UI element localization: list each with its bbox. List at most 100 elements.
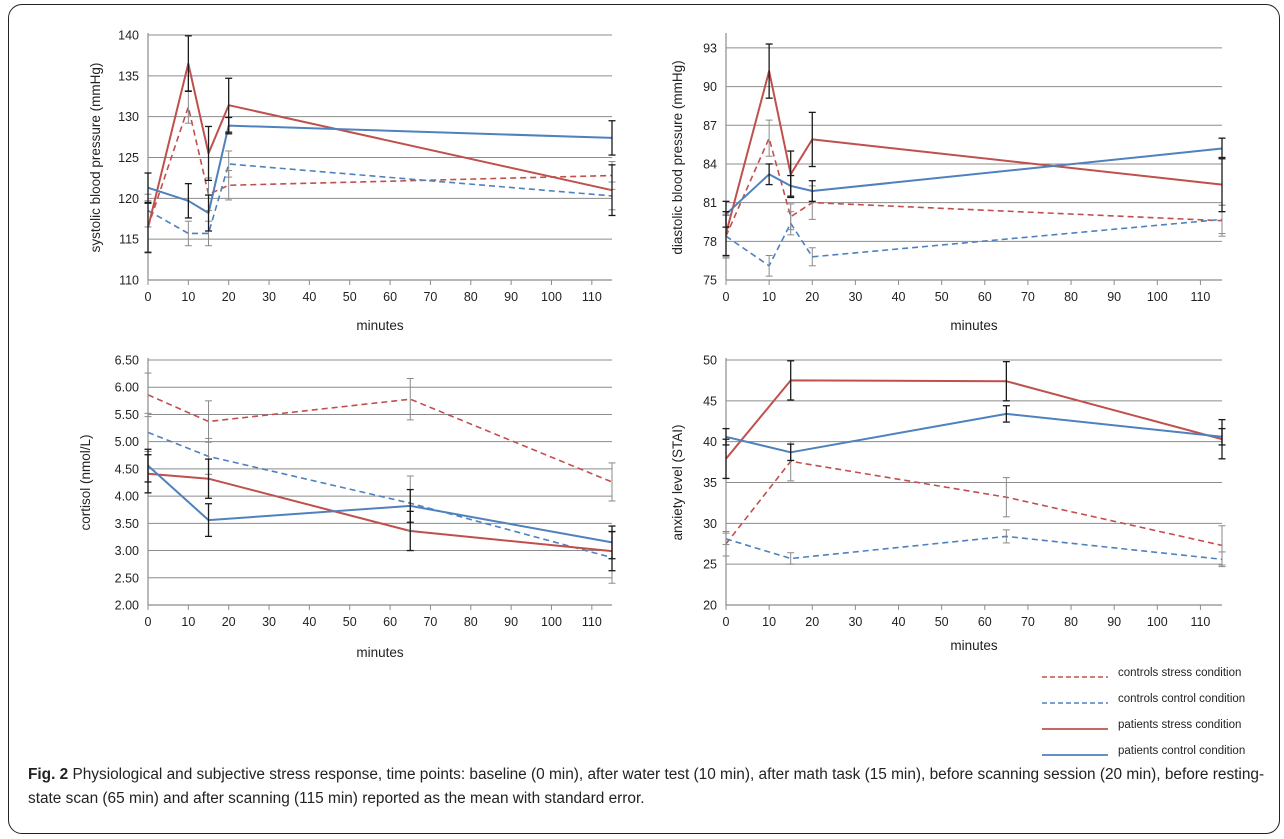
series-line xyxy=(725,70,1223,234)
x-tick-label: 60 xyxy=(383,615,397,629)
x-tick-label: 70 xyxy=(1021,290,1035,304)
caption-label: Fig. 2 xyxy=(28,766,69,783)
y-axis-title: diastolic blood pressure (mmHg) xyxy=(670,60,685,254)
x-tick-label: 110 xyxy=(1190,290,1210,304)
series-line xyxy=(725,379,1223,460)
x-tick-label: 20 xyxy=(805,290,819,304)
series-line xyxy=(725,412,1223,454)
y-tick-label: 84 xyxy=(703,157,717,171)
x-tick-label: 40 xyxy=(892,290,906,304)
x-tick-label: 10 xyxy=(762,290,776,304)
y-tick-label: 87 xyxy=(703,119,717,133)
x-tick-label: 90 xyxy=(1107,615,1121,629)
x-tick-label: 110 xyxy=(582,290,602,304)
x-tick-label: 10 xyxy=(181,615,195,629)
x-axis-title: minutes xyxy=(356,645,404,660)
x-tick-label: 70 xyxy=(1021,615,1035,629)
y-tick-label: 130 xyxy=(118,110,139,124)
y-axis-title: anxiety level (STAI) xyxy=(670,424,685,540)
x-tick-label: 100 xyxy=(541,615,562,629)
x-tick-label: 40 xyxy=(302,615,316,629)
x-tick-label: 30 xyxy=(848,290,862,304)
x-tick-label: 10 xyxy=(762,615,776,629)
series-line xyxy=(725,218,1223,267)
y-tick-label: 115 xyxy=(119,233,139,247)
x-tick-label: 110 xyxy=(582,615,602,629)
x-tick-label: 100 xyxy=(1147,290,1168,304)
series-line xyxy=(147,62,613,228)
y-tick-label: 5.50 xyxy=(115,408,139,422)
figure-frame xyxy=(8,4,1280,834)
x-tick-label: 0 xyxy=(145,290,152,304)
x-tick-label: 50 xyxy=(343,615,357,629)
series-line xyxy=(725,535,1223,561)
series-line xyxy=(147,472,613,553)
legend-item-controls-control: controls control condition xyxy=(1040,693,1245,713)
y-tick-label: 120 xyxy=(118,192,139,206)
series-line xyxy=(147,464,613,544)
x-tick-label: 10 xyxy=(181,290,195,304)
x-tick-label: 20 xyxy=(805,615,819,629)
x-tick-label: 100 xyxy=(541,290,562,304)
y-tick-label: 4.00 xyxy=(115,490,139,504)
y-tick-label: 35 xyxy=(703,476,717,490)
y-tick-label: 50 xyxy=(703,354,717,368)
x-tick-label: 50 xyxy=(935,615,949,629)
y-tick-label: 5.00 xyxy=(115,435,139,449)
x-tick-label: 40 xyxy=(302,290,316,304)
y-tick-label: 75 xyxy=(703,274,717,288)
legend-item-controls-stress: controls stress condition xyxy=(1040,667,1241,687)
x-tick-label: 0 xyxy=(723,615,730,629)
y-tick-label: 6.50 xyxy=(115,354,139,368)
legend-swatch xyxy=(1042,728,1108,730)
x-tick-label: 40 xyxy=(892,615,906,629)
legend-swatch xyxy=(1042,702,1108,704)
x-tick-label: 30 xyxy=(262,290,276,304)
x-tick-label: 80 xyxy=(1064,615,1078,629)
series-line xyxy=(147,163,613,235)
series-line xyxy=(725,460,1223,547)
legend-label: patients stress condition xyxy=(1118,719,1242,731)
x-tick-label: 0 xyxy=(723,290,730,304)
x-tick-label: 30 xyxy=(262,615,276,629)
caption-text: Physiological and subjective stress resp… xyxy=(28,766,1265,807)
x-axis-title: minutes xyxy=(356,318,404,333)
series-line xyxy=(725,137,1223,237)
y-tick-label: 90 xyxy=(703,80,717,94)
y-tick-label: 135 xyxy=(118,69,139,83)
y-tick-label: 25 xyxy=(703,558,717,572)
x-tick-label: 110 xyxy=(1190,615,1210,629)
x-tick-label: 90 xyxy=(1107,290,1121,304)
y-tick-label: 20 xyxy=(703,599,717,613)
x-tick-label: 50 xyxy=(343,290,357,304)
figure-caption: Fig. 2 Physiological and subjective stre… xyxy=(28,763,1268,811)
x-tick-label: 70 xyxy=(423,290,437,304)
x-tick-label: 100 xyxy=(1147,615,1168,629)
x-tick-label: 60 xyxy=(978,290,992,304)
y-tick-label: 110 xyxy=(119,274,139,288)
y-tick-label: 2.50 xyxy=(115,571,139,585)
legend-label: patients control condition xyxy=(1118,745,1246,757)
y-tick-label: 2.00 xyxy=(115,599,139,613)
y-tick-label: 125 xyxy=(118,151,139,165)
x-tick-label: 20 xyxy=(222,290,236,304)
x-tick-label: 0 xyxy=(145,615,152,629)
x-tick-label: 90 xyxy=(504,290,518,304)
y-tick-label: 40 xyxy=(703,435,717,449)
legend-item-patients-control: patients control condition xyxy=(1040,745,1245,765)
x-tick-label: 80 xyxy=(464,290,478,304)
x-axis-title: minutes xyxy=(950,318,998,333)
charts-canvas: 110 115 120 125 130 135 140 0 10 20 30 40 50 60 70 80 90… xyxy=(78,29,1226,660)
x-tick-label: 90 xyxy=(504,615,518,629)
x-tick-label: 80 xyxy=(464,615,478,629)
y-tick-label: 30 xyxy=(703,517,717,531)
y-axis-title: systolic blood pressure (mmHg) xyxy=(88,63,103,253)
y-tick-label: 78 xyxy=(703,235,717,249)
legend-swatch xyxy=(1042,754,1108,756)
series-line xyxy=(147,431,613,559)
y-tick-label: 93 xyxy=(703,41,717,55)
legend-item-patients-stress: patients stress condition xyxy=(1040,719,1241,739)
y-tick-label: 140 xyxy=(118,29,139,43)
series-line xyxy=(147,106,613,228)
legend-label: controls control condition xyxy=(1118,693,1246,705)
